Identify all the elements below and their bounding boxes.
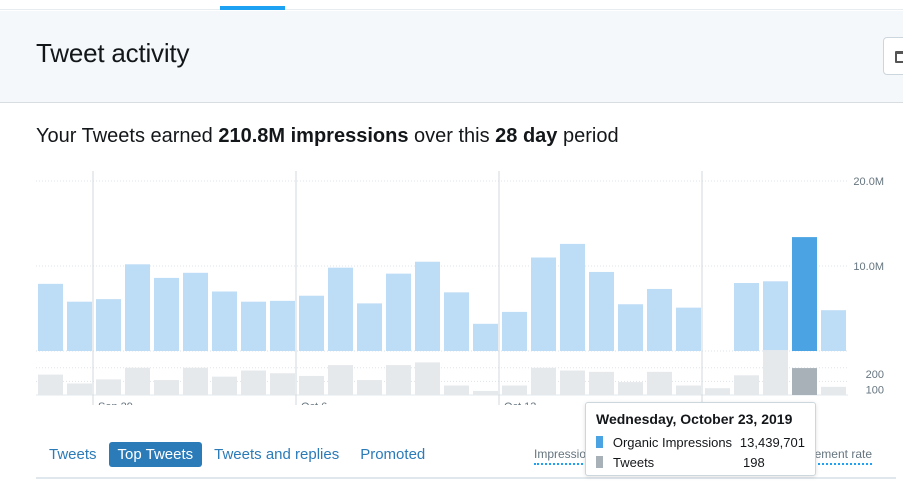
tweets-bar	[96, 379, 121, 395]
calendar-icon	[895, 51, 903, 63]
page-title: Tweet activity	[36, 38, 190, 68]
impressions-bar	[763, 281, 788, 351]
summary-period: 28 day	[495, 125, 558, 147]
tab-promoted[interactable]: Promoted	[360, 445, 426, 463]
x-tick-label: Sep 29	[98, 401, 133, 405]
tweets-bar	[589, 371, 614, 395]
engagement-rate-metric-header[interactable]: Engagement rate	[810, 447, 872, 465]
tooltip-value: 13,439,701	[739, 434, 805, 450]
page-header: Tweet activity	[0, 11, 903, 103]
tweets-bar	[154, 380, 179, 395]
tweets-bar	[386, 365, 411, 395]
tooltip-label: Tweets	[613, 454, 655, 470]
impressions-bar	[792, 237, 817, 351]
impressions-swatch	[596, 436, 603, 448]
tweet-filter-tabs: Tweets Top Tweets Tweets and replies Pro…	[40, 440, 437, 468]
summary-prefix: Your Tweets earned	[36, 125, 219, 147]
tab-tweets[interactable]: Tweets	[49, 445, 97, 463]
impressions-bar	[473, 323, 498, 351]
tweets-bar	[38, 374, 63, 395]
active-nav-indicator	[220, 6, 285, 10]
tweets-bar	[502, 385, 527, 395]
impressions-chart: 20.0M 10.0M 200 100 Sep 29 Oct 6 Oct 13	[36, 171, 884, 405]
impressions-bar	[560, 243, 585, 351]
impressions-bar	[212, 291, 237, 351]
impressions-bar	[676, 307, 701, 351]
tweets-bar	[676, 385, 701, 395]
impressions-bar	[647, 288, 672, 351]
impressions-bar	[531, 257, 556, 351]
tabs-divider	[36, 477, 896, 479]
tweets-bar	[473, 390, 498, 395]
impressions-bar	[821, 310, 846, 351]
impressions-bar	[328, 267, 353, 351]
tab-top-tweets[interactable]: Top Tweets	[108, 441, 203, 467]
date-range-button[interactable]	[883, 37, 903, 75]
chart-tooltip: Wednesday, October 23, 2019 Organic Impr…	[585, 402, 816, 476]
tweets-bar	[705, 388, 730, 395]
impressions-bar	[386, 273, 411, 351]
impressions-bar	[125, 264, 150, 351]
impressions-bar	[241, 301, 266, 351]
x-tick-label: Oct 6	[301, 401, 327, 405]
tweets-bar	[299, 375, 324, 395]
tweets-bar	[763, 350, 788, 395]
tweets-bar	[415, 362, 440, 395]
impressions-metric-header[interactable]: Impressions	[534, 447, 599, 465]
impressions-bar	[183, 272, 208, 351]
tab-tweets-and-replies[interactable]: Tweets and replies	[214, 445, 340, 463]
impressions-summary: Your Tweets earned 210.8M impressions ov…	[36, 125, 619, 148]
impressions-bar	[618, 304, 643, 351]
impressions-bar	[96, 299, 121, 351]
tweets-bar	[792, 368, 817, 395]
tweets-bar	[270, 373, 295, 395]
tooltip-value: 198	[743, 454, 765, 470]
impressions-bar	[357, 303, 382, 351]
top-navigation	[0, 0, 903, 10]
impressions-bar	[38, 283, 63, 351]
impressions-bar	[589, 271, 614, 351]
y-tick-label: 200	[866, 369, 884, 381]
impressions-bar	[270, 300, 295, 351]
tweets-bar	[618, 382, 643, 395]
tweets-bar	[328, 365, 353, 395]
tweets-bar	[125, 367, 150, 395]
tweets-bar	[821, 386, 846, 395]
summary-suffix: period	[557, 125, 619, 147]
impressions-bar	[502, 311, 527, 351]
tweets-bar	[647, 371, 672, 395]
tooltip-row-impressions: Organic Impressions 13,439,701	[596, 432, 805, 452]
impressions-bar	[299, 295, 324, 351]
impressions-bar	[444, 292, 469, 351]
tooltip-date: Wednesday, October 23, 2019	[596, 411, 793, 427]
tweets-bar	[560, 370, 585, 395]
impressions-bar	[734, 283, 759, 351]
impressions-bar	[415, 261, 440, 351]
tweets-swatch	[596, 456, 603, 468]
tweets-bar	[183, 367, 208, 395]
x-tick-label: Oct 13	[504, 401, 536, 405]
tweets-bar	[444, 385, 469, 395]
tweets-bar	[212, 376, 237, 395]
tweets-bar	[241, 370, 266, 395]
tweets-bar	[67, 383, 92, 395]
impressions-bar	[67, 301, 92, 351]
y-tick-label: 10.0M	[853, 261, 884, 273]
impressions-bar	[154, 277, 179, 351]
tweets-bar	[734, 375, 759, 395]
summary-impressions: 210.8M impressions	[218, 125, 409, 147]
y-tick-label: 100	[866, 384, 884, 396]
tweets-bar	[531, 367, 556, 395]
tweets-bar	[357, 380, 382, 395]
tooltip-label: Organic Impressions	[612, 434, 733, 450]
tooltip-row-tweets: Tweets 198	[596, 452, 805, 472]
y-tick-label: 20.0M	[853, 176, 884, 188]
summary-middle: over this	[408, 125, 496, 147]
